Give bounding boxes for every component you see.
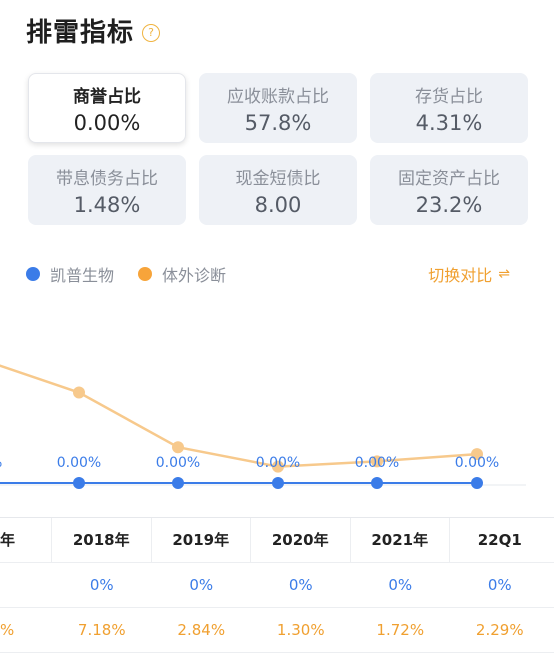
data-label: 0.00% [256,455,300,471]
chart-legend: 凯普生物 体外诊断 [26,262,250,286]
industry-point [371,455,383,468]
table-cell: % [0,621,15,639]
table-cell: 0% [388,576,413,594]
card-value: 1.48% [73,192,141,217]
table-cell: 1.72% [376,621,425,639]
legend-dot-icon [138,267,153,281]
data-label: 0.00% [57,455,101,471]
table-row-company: 0% 0% 0% 0% 0% [0,563,554,608]
card-receivables[interactable]: 应收账款占比 57.8% [199,73,357,143]
card-value: 23.2% [415,192,483,217]
card-label: 现金短债比 [235,168,321,189]
table-year-cell: 2019年 [152,518,251,562]
industry-point [272,460,284,473]
card-label: 存货占比 [415,86,483,107]
table-cell: 2.29% [475,621,524,639]
legend-dot-icon [26,267,40,281]
data-table: 年 2018年 2019年 2020年 2021年 22Q1 0% 0% 0% … [0,517,554,653]
table-cell: 0% [487,576,512,594]
table-year-cell: 年 [0,518,52,562]
industry-series-line [0,364,478,468]
data-label: 0.00% [156,455,200,471]
industry-point [471,448,483,461]
indicator-cards: 商誉占比 0.00% 应收账款占比 57.8% 存货占比 4.31% 带息债务占… [28,73,542,225]
card-label: 应收账款占比 [227,86,329,107]
company-point [73,477,85,489]
table-cell: 0% [89,576,114,594]
card-inventory[interactable]: 存货占比 4.31% [370,73,528,143]
table-cell: 0% [288,576,313,594]
legend-label: 凯普生物 [50,266,115,285]
company-point [172,477,184,489]
table-row-industry: % 7.18% 2.84% 1.30% 1.72% 2.29% [0,608,554,653]
table-cell: 2.84% [177,621,226,639]
card-label: 商誉占比 [73,86,141,107]
legend-item-industry[interactable]: 体外诊断 [138,262,226,286]
data-label: 0.00% [0,455,2,471]
table-header-row: 年 2018年 2019年 2020年 2021年 22Q1 [0,518,554,563]
card-cash-short-debt[interactable]: 现金短债比 8.00 [199,155,357,225]
industry-point [73,386,85,399]
section-header: 排雷指标 ? [26,12,161,49]
company-point [471,477,483,489]
data-label: 0.00% [455,455,499,471]
help-icon[interactable]: ? [142,23,161,42]
line-chart: 0.00% 0.00% 0.00% 0.00% 0.00% 0.00% [0,364,526,489]
data-label: 0.00% [355,455,399,471]
table-year-cell: 2020年 [251,518,351,562]
table-year-cell: 2018年 [52,518,152,562]
card-goodwill[interactable]: 商誉占比 0.00% [28,73,186,143]
card-value: 57.8% [244,110,312,135]
table-cell: 1.30% [276,621,325,639]
card-fixed-assets[interactable]: 固定资产占比 23.2% [370,155,528,225]
card-value: 8.00 [254,192,302,217]
switch-compare-button[interactable]: 切换对比 ⇌ [428,262,510,286]
industry-point [172,441,184,454]
card-value: 0.00% [73,110,141,135]
table-year-cell: 2021年 [351,518,450,562]
company-point [371,477,383,489]
swap-icon: ⇌ [498,266,510,282]
page-title: 排雷指标 [26,18,135,48]
legend-label: 体外诊断 [162,266,227,285]
card-label: 带息债务占比 [56,168,158,189]
company-point [272,477,284,489]
table-cell: 7.18% [77,621,126,639]
table-cell: 0% [189,576,214,594]
legend-item-company[interactable]: 凯普生物 [26,262,114,286]
card-interest-debt[interactable]: 带息债务占比 1.48% [28,155,186,225]
card-value: 4.31% [415,110,483,135]
table-year-cell: 22Q1 [477,531,522,549]
card-label: 固定资产占比 [398,168,500,189]
switch-label: 切换对比 [428,266,493,285]
